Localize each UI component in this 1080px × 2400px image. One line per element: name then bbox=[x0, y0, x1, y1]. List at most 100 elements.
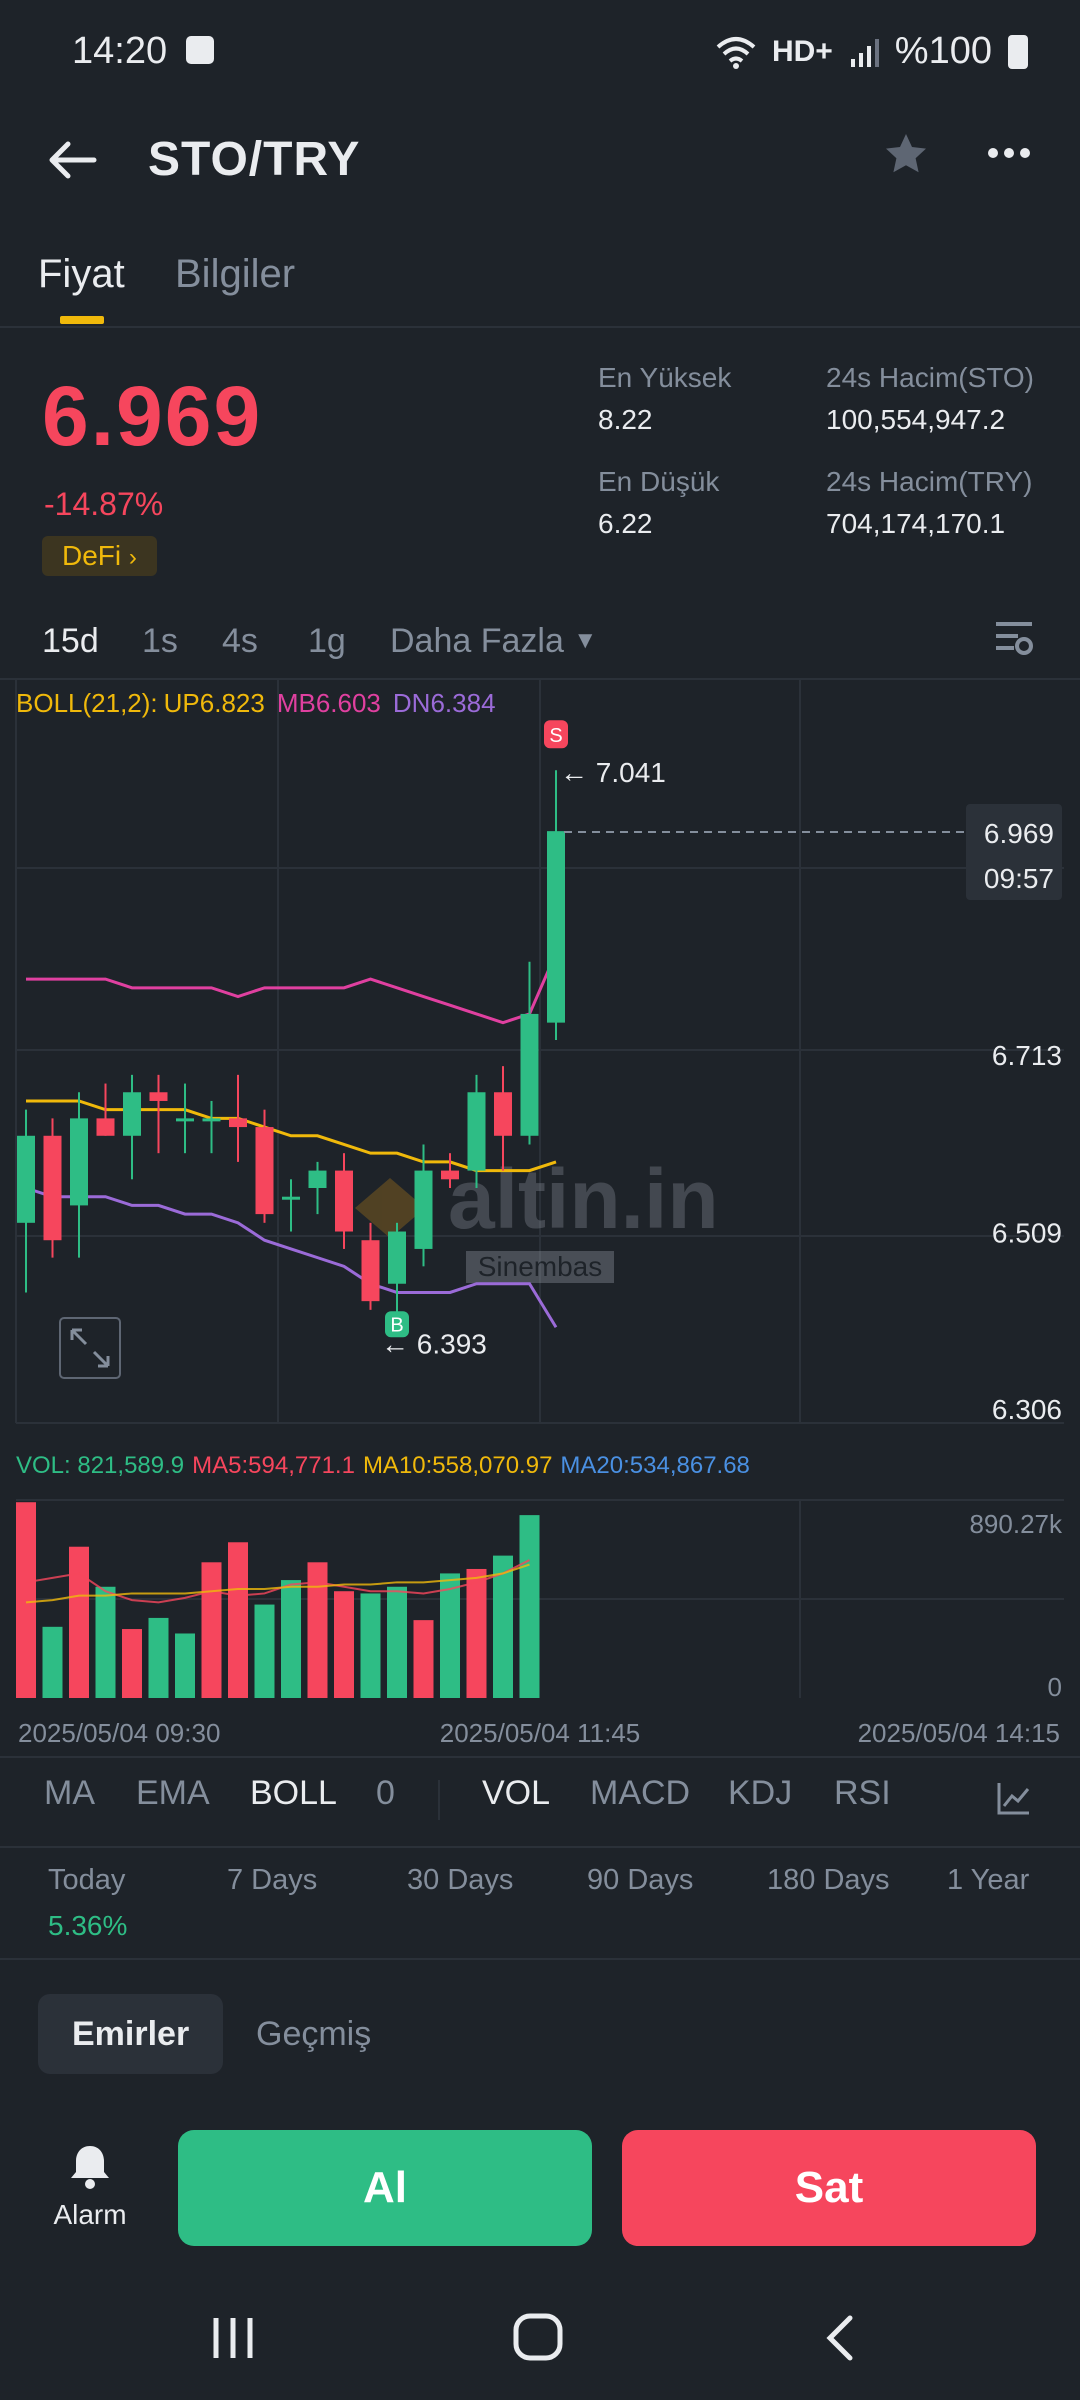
header: STO/TRY bbox=[0, 110, 1080, 260]
volume-bar bbox=[254, 1604, 275, 1698]
y-axis-label: 6.509 bbox=[992, 1217, 1062, 1248]
volume-bar bbox=[281, 1580, 301, 1698]
boll-up: UP6.823 bbox=[164, 688, 265, 718]
indicator-0[interactable]: 0 bbox=[376, 1774, 395, 1812]
status-bar: 14:20 HD+ %100 bbox=[0, 0, 1080, 110]
perf-90days[interactable]: 90 Days bbox=[587, 1864, 694, 1896]
timeframe-more[interactable]: Daha Fazla ▼ bbox=[390, 622, 597, 661]
system-nav-bar bbox=[0, 2272, 1080, 2400]
perf-30days[interactable]: 30 Days bbox=[407, 1864, 514, 1896]
battery-percent: %100 bbox=[894, 30, 992, 72]
volume-ma5-line bbox=[25, 1559, 530, 1604]
perf-today-value: 5.36% bbox=[48, 1910, 128, 1941]
indicator-separator bbox=[438, 1780, 440, 1820]
recent-apps-icon[interactable] bbox=[210, 2316, 256, 2360]
tab-fiyat[interactable]: Fiyat bbox=[38, 252, 125, 296]
alarm-button[interactable]: Alarm bbox=[40, 2142, 140, 2242]
price-tag-bg bbox=[966, 804, 1062, 901]
volume-ma20: MA20:534,867.68 bbox=[560, 1452, 749, 1479]
perf-180days[interactable]: 180 Days bbox=[767, 1864, 890, 1896]
candle-body bbox=[388, 1231, 406, 1284]
indicator-ema[interactable]: EMA bbox=[136, 1774, 210, 1812]
candle-body bbox=[123, 1092, 141, 1136]
volume-bar bbox=[95, 1586, 116, 1698]
indicator-macd[interactable]: MACD bbox=[590, 1774, 691, 1812]
current-price-line: 6.969 09:57 bbox=[564, 804, 1062, 901]
y-axis-label: 6.713 bbox=[992, 1040, 1062, 1071]
volume-bar bbox=[148, 1617, 169, 1698]
timeframe-more-label: Daha Fazla bbox=[390, 622, 564, 660]
watermark: altin.in Sinembas bbox=[355, 1152, 719, 1283]
volume-bar bbox=[307, 1562, 328, 1698]
indicator-ma[interactable]: MA bbox=[44, 1774, 95, 1812]
volume-bar bbox=[175, 1633, 195, 1698]
boll-down: DN6.384 bbox=[393, 688, 496, 718]
sell-marker-text: S bbox=[549, 725, 562, 747]
candle-body bbox=[70, 1118, 88, 1206]
candles: S ← 7.041 B← 6.393 bbox=[17, 720, 666, 1359]
indicator-boll[interactable]: BOLL bbox=[250, 1774, 337, 1812]
perf-bottom-divider bbox=[0, 1958, 1080, 1960]
watermark-sub-text: Sinembas bbox=[478, 1251, 603, 1282]
chevron-right-icon: › bbox=[128, 544, 137, 571]
boll-upper-line bbox=[26, 952, 558, 1025]
price-chart[interactable]: BOLL(21,2): UP6.823 MB6.603 DN6.384 altin.i… bbox=[0, 678, 1080, 1758]
sell-button[interactable]: Sat bbox=[622, 2130, 1036, 2246]
watermark-logo-icon bbox=[355, 1178, 425, 1238]
x-axis-label: 2025/05/04 14:15 bbox=[858, 1718, 1060, 1748]
indicator-kdj[interactable]: KDJ bbox=[728, 1774, 793, 1812]
pair-title: STO/TRY bbox=[148, 133, 361, 186]
status-time: 14:20 bbox=[72, 30, 168, 72]
watermark-sub-bg bbox=[466, 1251, 614, 1283]
volume-bar bbox=[334, 1591, 354, 1698]
boll-mid: MB6.603 bbox=[277, 688, 381, 718]
back-nav-icon[interactable] bbox=[822, 2314, 856, 2362]
tab-bilgiler[interactable]: Bilgiler bbox=[175, 252, 296, 296]
y-axis-label: 6.306 bbox=[992, 1394, 1062, 1425]
candle-body bbox=[96, 1118, 115, 1136]
candle-body bbox=[229, 1118, 247, 1128]
timeframe-1s[interactable]: 1s bbox=[142, 622, 178, 660]
active-tab-underline bbox=[60, 316, 104, 324]
tab-orders[interactable]: Emirler bbox=[38, 1994, 224, 2074]
high-label: En Yüksek bbox=[598, 362, 732, 393]
indicator-top-divider bbox=[0, 1756, 1080, 1758]
category-tag-label: DeFi bbox=[62, 540, 122, 571]
chart-settings-icon[interactable] bbox=[994, 620, 1034, 656]
volume-bar bbox=[360, 1593, 381, 1698]
candle-body bbox=[520, 1013, 539, 1136]
back-arrow-icon[interactable] bbox=[48, 140, 98, 180]
indicator-rsi[interactable]: RSI bbox=[834, 1774, 891, 1812]
star-icon[interactable] bbox=[882, 130, 930, 178]
perf-7days[interactable]: 7 Days bbox=[227, 1864, 318, 1896]
buy-button[interactable]: Al bbox=[178, 2130, 592, 2246]
perf-today[interactable]: Today bbox=[48, 1864, 126, 1896]
timeframe-1g[interactable]: 1g bbox=[308, 622, 346, 660]
indicator-vol[interactable]: VOL bbox=[482, 1774, 551, 1812]
volume-sto-label: 24s Hacim(STO) bbox=[826, 362, 1034, 393]
watermark-text: altin.in bbox=[448, 1152, 719, 1246]
tab-history[interactable]: Geçmiş bbox=[256, 2015, 372, 2053]
volume-bar bbox=[466, 1568, 487, 1698]
candle-body bbox=[308, 1170, 327, 1188]
alarm-label: Alarm bbox=[53, 2199, 127, 2230]
candle-body bbox=[149, 1092, 168, 1101]
price-tag-value: 6.969 bbox=[984, 818, 1054, 849]
category-tag[interactable]: DeFi › bbox=[42, 536, 157, 576]
indicator-settings-icon[interactable] bbox=[996, 1780, 1032, 1816]
perf-1year[interactable]: 1 Year bbox=[947, 1864, 1030, 1896]
candle-body bbox=[441, 1170, 459, 1180]
timeframe-15d[interactable]: 15d bbox=[42, 622, 99, 660]
network-type: HD+ bbox=[771, 34, 833, 68]
timeframe-4s[interactable]: 4s bbox=[222, 622, 258, 660]
volume-bar bbox=[493, 1555, 513, 1698]
expand-button[interactable] bbox=[59, 1317, 121, 1379]
home-icon[interactable] bbox=[512, 2312, 564, 2362]
more-icon[interactable] bbox=[986, 146, 1032, 160]
low-label: En Düşük bbox=[598, 466, 720, 497]
volume-bar bbox=[201, 1562, 222, 1698]
price-tag-countdown: 09:57 bbox=[984, 863, 1054, 894]
volume-bar bbox=[519, 1515, 540, 1698]
bottom-action-bar: Alarm Al Sat bbox=[0, 2092, 1080, 2272]
low-value: 6.22 bbox=[598, 508, 653, 539]
